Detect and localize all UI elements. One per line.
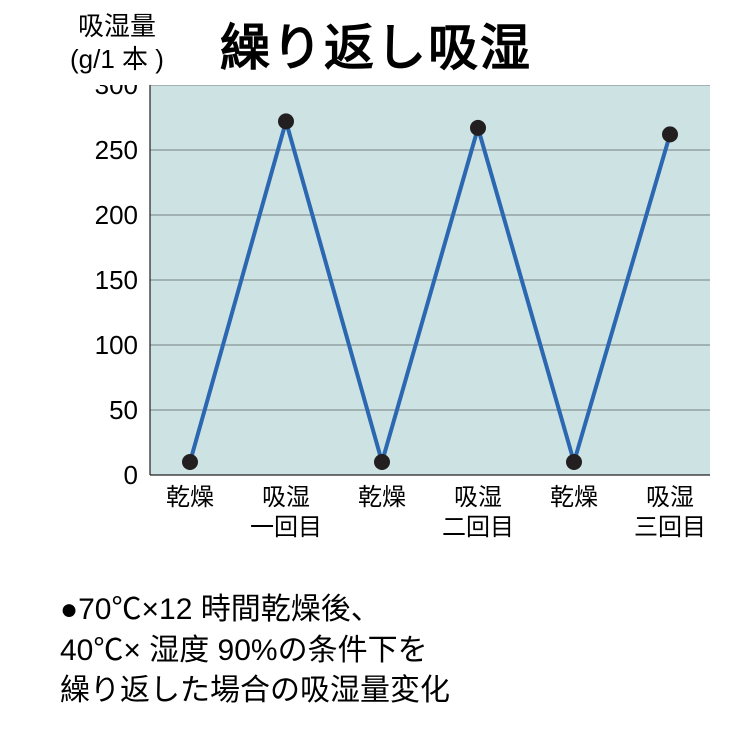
- x-tick-label-bottom: 一回目: [250, 514, 322, 541]
- x-tick-label-top: 吸湿: [262, 484, 310, 511]
- x-tick-label-bottom: 三回目: [634, 514, 706, 541]
- y-tick-label: 250: [95, 135, 138, 165]
- chart-title: 繰り返し吸湿: [220, 8, 532, 80]
- chart-caption: ●70℃×12 時間乾燥後、 40℃× 湿度 90%の条件下を 繰り返した場合の…: [60, 590, 450, 712]
- x-tick-label-top: 吸湿: [454, 484, 502, 511]
- y-axis-label-line1: 吸湿量: [78, 11, 156, 41]
- y-axis-label: 吸湿量 (g/1 本 ): [70, 10, 164, 75]
- data-point: [566, 454, 582, 470]
- data-point: [278, 113, 294, 129]
- caption-line2: 40℃× 湿度 90%の条件下を: [60, 634, 428, 667]
- data-point: [662, 126, 678, 142]
- caption-line3: 繰り返した場合の吸湿量変化: [60, 674, 450, 707]
- x-tick-label-bottom: 二回目: [442, 514, 514, 541]
- x-tick-label-top: 乾燥: [358, 484, 406, 511]
- x-tick-label-top: 乾燥: [166, 484, 214, 511]
- y-tick-label: 150: [95, 265, 138, 295]
- y-tick-label: 200: [95, 200, 138, 230]
- y-tick-label: 50: [109, 395, 138, 425]
- y-tick-label: 100: [95, 330, 138, 360]
- y-tick-label: 300: [95, 85, 138, 100]
- data-point: [374, 454, 390, 470]
- chart-area: 0 50 100 150 200 250 300 乾燥 吸湿一回目 乾燥 吸湿二回目 乾燥 吸湿三回目: [0, 85, 750, 580]
- y-axis-label-line2: (g/1 本 ): [70, 44, 164, 74]
- x-tick-label-top: 乾燥: [550, 484, 598, 511]
- data-point: [182, 454, 198, 470]
- x-tick-label-top: 吸湿: [646, 484, 694, 511]
- caption-line1: ●70℃×12 時間乾燥後、: [60, 593, 381, 626]
- line-chart: 0 50 100 150 200 250 300 乾燥 吸湿一回目 乾燥 吸湿二回目 乾燥 吸湿三回目: [0, 85, 730, 575]
- data-point: [470, 120, 486, 136]
- y-tick-label: 0: [124, 460, 138, 490]
